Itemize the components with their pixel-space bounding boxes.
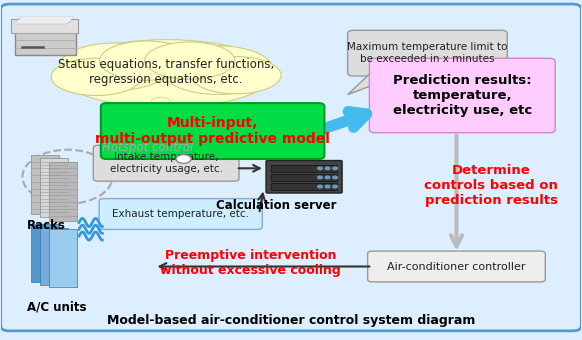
- FancyBboxPatch shape: [93, 145, 239, 181]
- Text: Maximum temperature limit to
be exceeded in x minutes: Maximum temperature limit to be exceeded…: [347, 42, 508, 64]
- Circle shape: [318, 176, 322, 179]
- FancyBboxPatch shape: [99, 199, 262, 230]
- FancyBboxPatch shape: [15, 24, 76, 55]
- Ellipse shape: [162, 46, 274, 95]
- Text: Calculation server: Calculation server: [217, 199, 337, 212]
- Ellipse shape: [59, 43, 171, 90]
- FancyBboxPatch shape: [271, 183, 338, 190]
- Circle shape: [333, 167, 338, 170]
- Text: Hotspot control: Hotspot control: [102, 141, 194, 154]
- Ellipse shape: [151, 97, 171, 107]
- Text: Multi-input,
multi-output predictive model: Multi-input, multi-output predictive mod…: [95, 116, 330, 146]
- FancyBboxPatch shape: [368, 251, 545, 282]
- Circle shape: [318, 185, 322, 188]
- FancyBboxPatch shape: [21, 46, 44, 48]
- FancyBboxPatch shape: [31, 224, 59, 282]
- Text: Prediction results:
temperature,
electricity use, etc: Prediction results: temperature, electri…: [393, 74, 532, 117]
- Text: Determine
controls based on
prediction results: Determine controls based on prediction r…: [424, 164, 558, 207]
- FancyBboxPatch shape: [1, 4, 581, 331]
- Text: Exhaust temperature, etc.: Exhaust temperature, etc.: [112, 209, 249, 219]
- Ellipse shape: [51, 58, 141, 96]
- FancyBboxPatch shape: [49, 229, 77, 287]
- Text: Air-conditioner controller: Air-conditioner controller: [387, 261, 526, 272]
- FancyBboxPatch shape: [271, 165, 338, 172]
- FancyBboxPatch shape: [266, 160, 342, 193]
- Text: Racks: Racks: [27, 219, 66, 232]
- FancyBboxPatch shape: [40, 227, 68, 285]
- FancyBboxPatch shape: [271, 174, 338, 181]
- Text: Model-based air-conditioner control system diagram: Model-based air-conditioner control syst…: [107, 314, 475, 327]
- FancyBboxPatch shape: [20, 17, 73, 19]
- Circle shape: [325, 185, 330, 188]
- Ellipse shape: [191, 56, 281, 94]
- Circle shape: [318, 167, 322, 170]
- Circle shape: [325, 167, 330, 170]
- Polygon shape: [347, 73, 406, 95]
- Ellipse shape: [59, 40, 274, 107]
- FancyBboxPatch shape: [49, 162, 77, 221]
- Text: Intake temperature,
electricity usage, etc.: Intake temperature, electricity usage, e…: [109, 152, 223, 174]
- FancyBboxPatch shape: [101, 103, 324, 159]
- Ellipse shape: [145, 42, 235, 79]
- Text: Status equations, transfer functions,
regression equations, etc.: Status equations, transfer functions, re…: [58, 58, 274, 86]
- FancyBboxPatch shape: [40, 158, 68, 217]
- Circle shape: [333, 176, 338, 179]
- FancyBboxPatch shape: [17, 20, 69, 23]
- FancyBboxPatch shape: [11, 19, 78, 33]
- Ellipse shape: [100, 41, 194, 80]
- Text: A/C units: A/C units: [27, 300, 86, 313]
- FancyBboxPatch shape: [31, 155, 59, 214]
- Text: Preemptive intervention
without excessive cooling: Preemptive intervention without excessiv…: [160, 249, 340, 277]
- Circle shape: [333, 185, 338, 188]
- FancyBboxPatch shape: [15, 22, 68, 24]
- Circle shape: [176, 155, 191, 164]
- FancyBboxPatch shape: [19, 18, 71, 21]
- FancyBboxPatch shape: [347, 30, 508, 76]
- Circle shape: [325, 176, 330, 179]
- FancyBboxPatch shape: [370, 58, 555, 133]
